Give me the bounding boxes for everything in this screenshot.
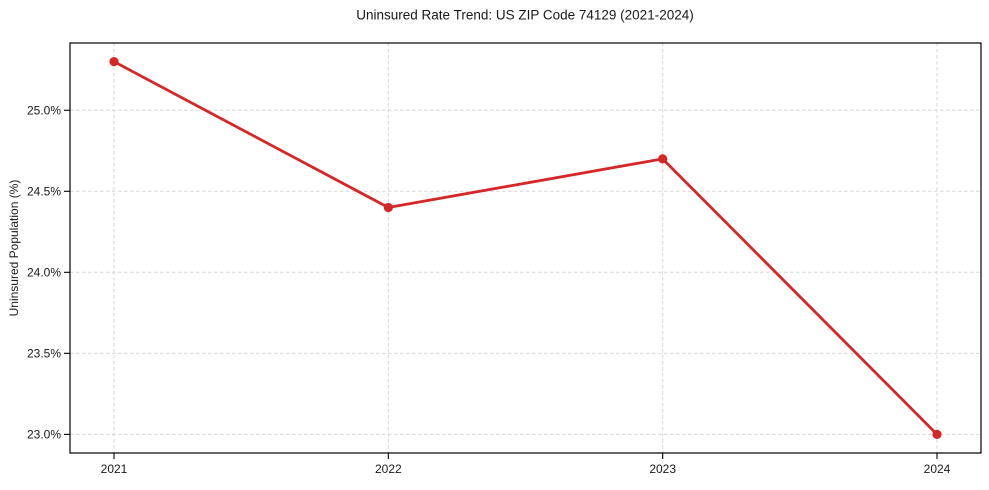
y-tick-label: 25.0%	[27, 103, 61, 117]
chart-title: Uninsured Rate Trend: US ZIP Code 74129 …	[356, 7, 694, 23]
data-point	[932, 429, 942, 439]
y-tick-label: 24.5%	[27, 184, 61, 198]
data-point	[109, 57, 119, 67]
x-tick-label: 2023	[649, 462, 676, 476]
y-tick-label: 23.5%	[27, 347, 61, 361]
y-axis-label: Uninsured Population (%)	[7, 179, 21, 317]
data-point	[383, 202, 393, 213]
data-point	[658, 154, 668, 164]
x-tick-label: 2021	[101, 462, 128, 476]
plot-border	[69, 42, 982, 454]
x-tick-label: 2024	[924, 462, 951, 476]
y-tick-label: 23.0%	[27, 428, 61, 442]
trend-line	[112, 60, 939, 436]
x-tick-label: 2022	[375, 462, 402, 476]
y-tick-label: 24.0%	[27, 266, 61, 280]
